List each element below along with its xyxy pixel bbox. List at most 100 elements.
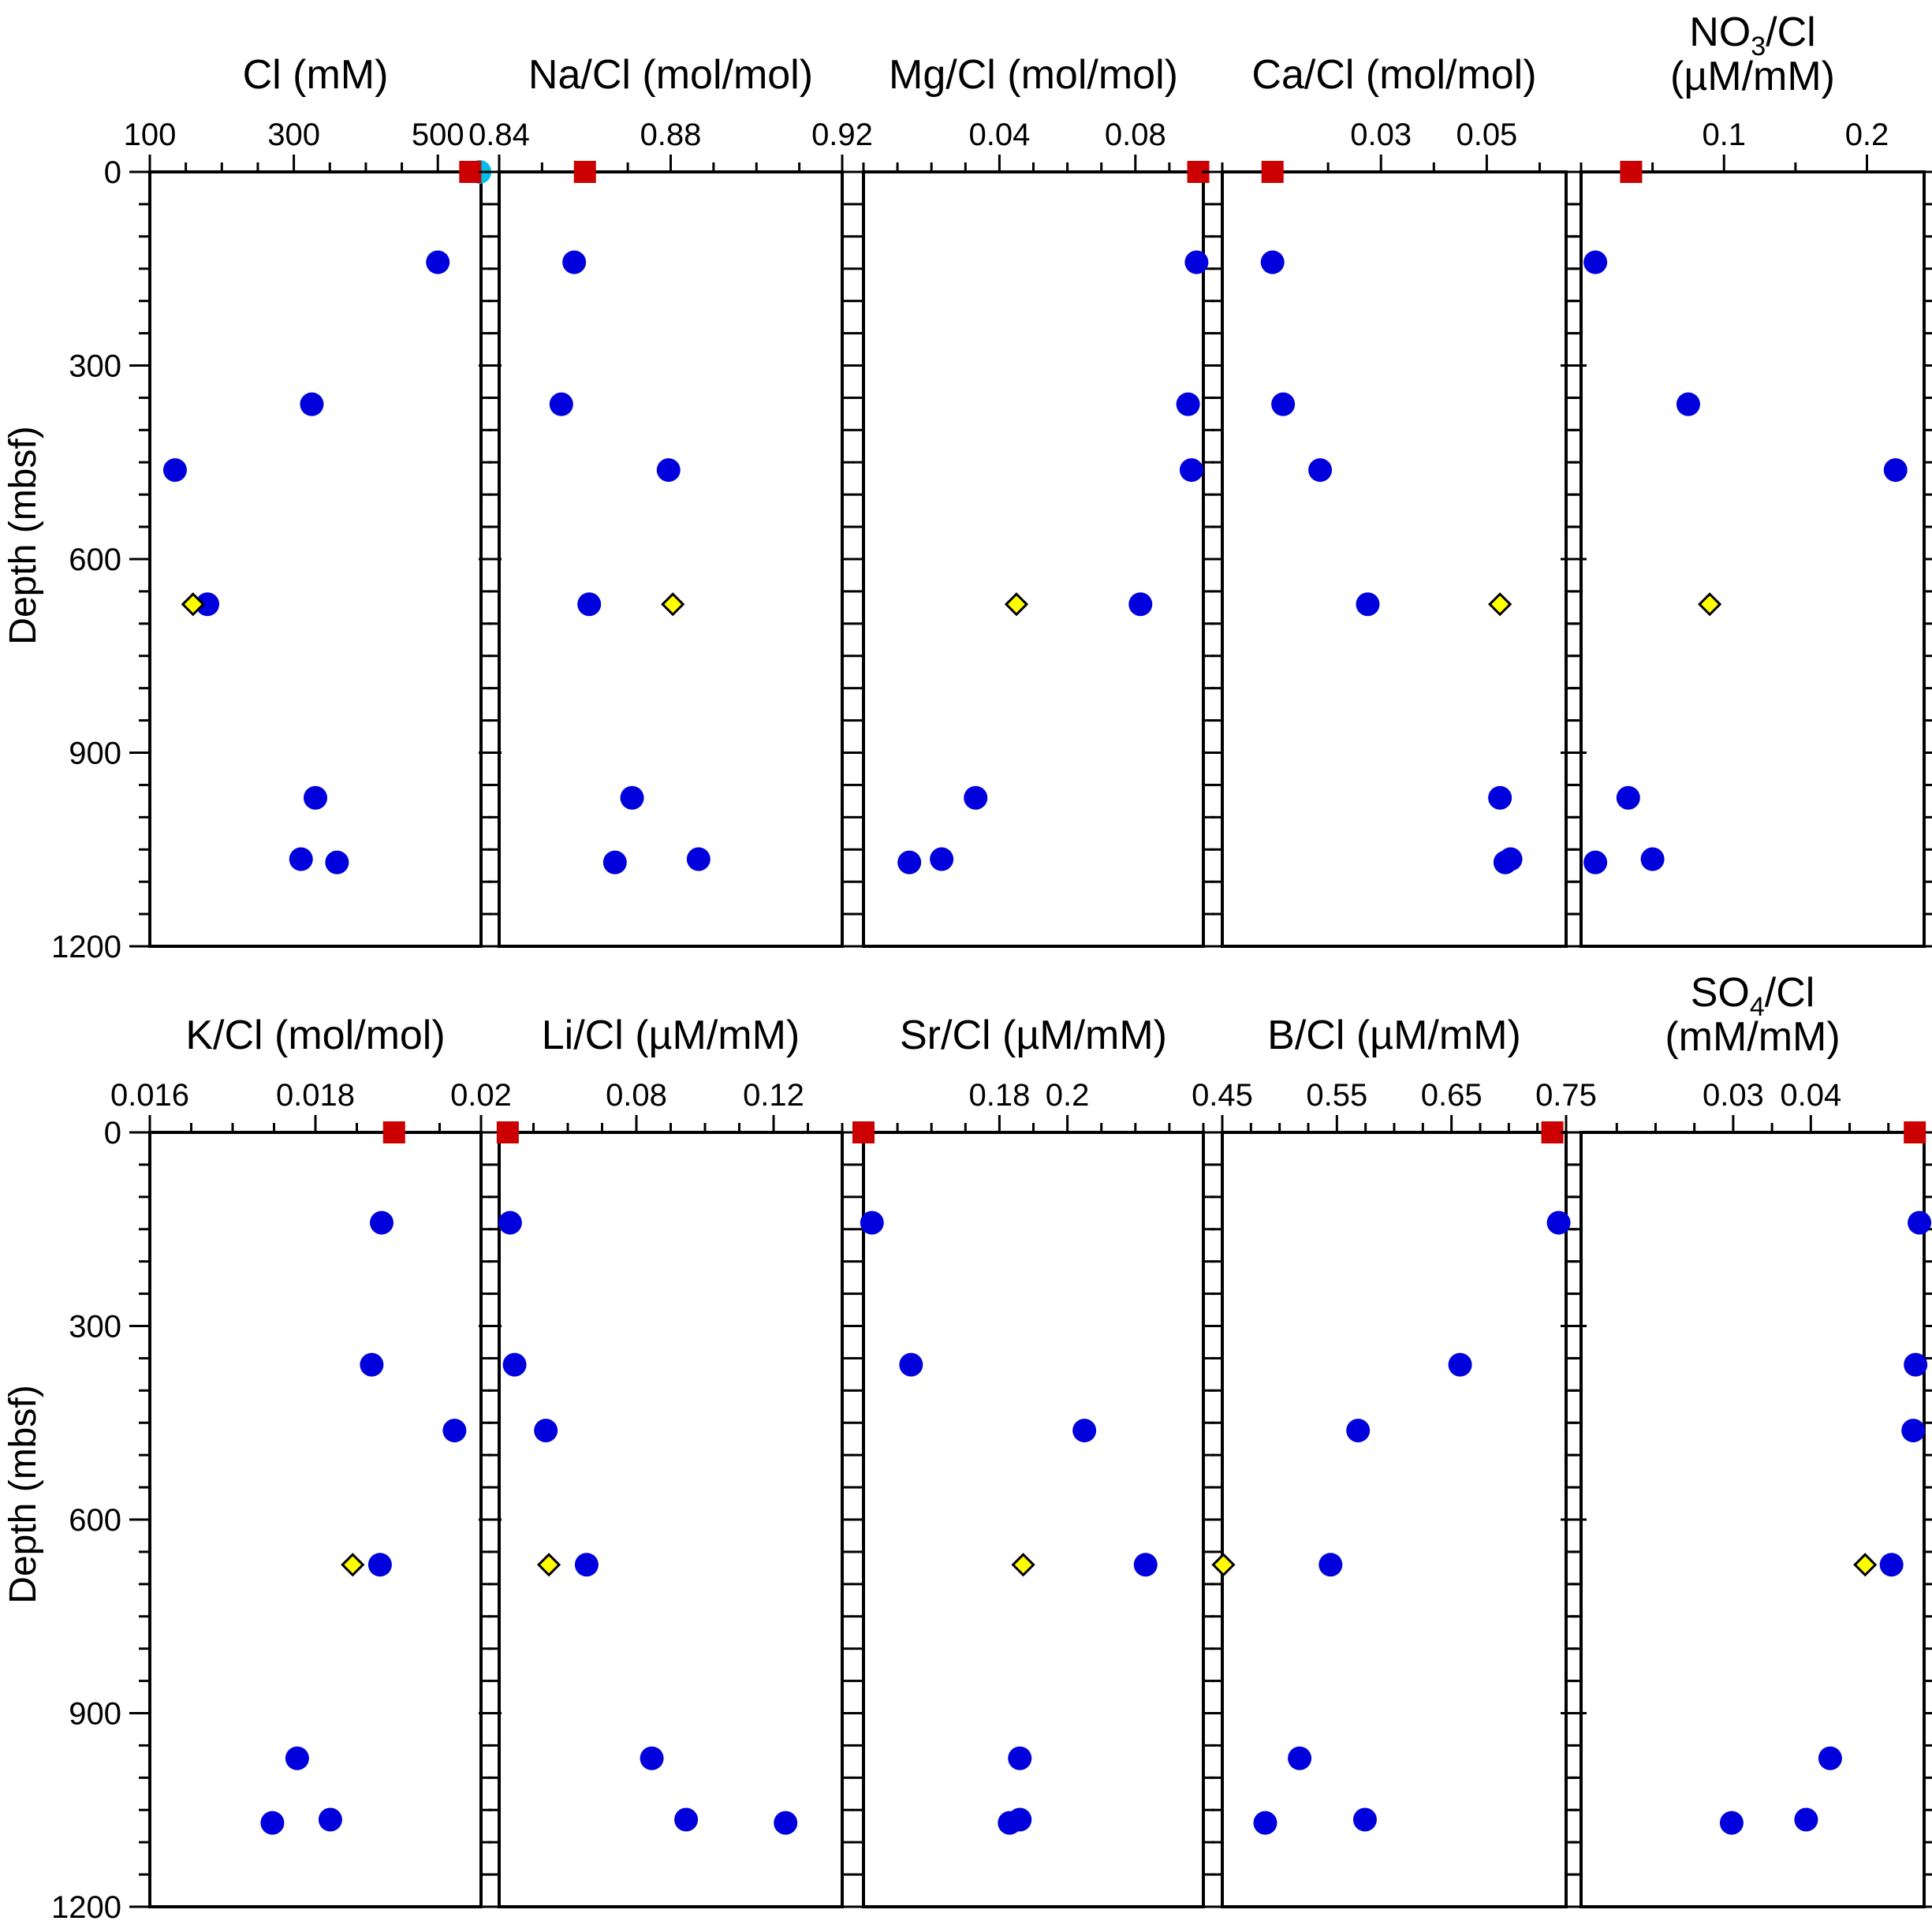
borehole-point-so4-cl xyxy=(1901,1419,1926,1443)
borehole-point-li-cl xyxy=(640,1746,664,1770)
borehole-point-no3-cl xyxy=(1583,250,1608,274)
borehole-point-no3-cl xyxy=(1583,850,1608,875)
panel-frame-ca-cl xyxy=(1221,170,1568,948)
x-tick-label-cl: 500 xyxy=(412,117,464,152)
panel-na-cl: 0.84 0.88 0.92 Na/Cl (mol/mol) xyxy=(468,52,873,948)
borehole-point-no3-cl xyxy=(1676,392,1700,416)
x-tick-label-li-cl: 0.08 xyxy=(606,1078,667,1113)
seawater-point-cl xyxy=(459,161,482,183)
panel-frame-mg-cl xyxy=(862,170,1205,948)
x-tick-label-na-cl: 0.84 xyxy=(468,117,530,152)
borehole-point-b-cl xyxy=(1318,1553,1343,1577)
borehole-point-na-cl xyxy=(549,392,573,416)
borehole-point-ca-cl xyxy=(1308,458,1333,483)
seawater-point-so4-cl xyxy=(1904,1121,1926,1143)
borehole-point-ca-cl xyxy=(1488,785,1512,810)
borehole-point-k-cl xyxy=(260,1811,285,1835)
x-tick-label-b-cl: 0.75 xyxy=(1535,1078,1597,1113)
x-tick-label-k-cl: 0.02 xyxy=(450,1078,512,1113)
x-tick-label-so4-cl: 0.03 xyxy=(1703,1078,1764,1113)
reference-point-no3-cl xyxy=(1698,592,1722,617)
panel-k-cl: 0.016 0.018 0.02 0 300 600 900 1200 K/Cl (mol/mo… xyxy=(51,1013,512,1925)
panel-cl: 100 300 500 0 300 600 900 1200 Cl (mM) xyxy=(51,52,502,964)
borehole-point-so4-cl xyxy=(1719,1811,1744,1835)
borehole-point-k-cl xyxy=(367,1553,392,1577)
y-axis-title-bottom: Depth (mbsf) xyxy=(2,1385,44,1603)
borehole-point-li-cl xyxy=(574,1553,599,1577)
seawater-point-ca-cl xyxy=(1261,161,1284,183)
x-tick-label-k-cl: 0.016 xyxy=(110,1078,189,1113)
borehole-point-sr-cl xyxy=(1008,1746,1032,1770)
panel-mg-cl: 0.04 0.08 Mg/Cl (mol/mol) xyxy=(843,52,1224,948)
panel-title-cl: Cl (mM) xyxy=(243,52,389,98)
borehole-point-na-cl xyxy=(656,458,681,483)
borehole-point-sr-cl xyxy=(1133,1553,1158,1577)
seawater-point-k-cl xyxy=(382,1121,405,1143)
borehole-point-mg-cl xyxy=(930,847,954,871)
borehole-point-li-cl xyxy=(498,1210,522,1235)
borehole-point-ca-cl xyxy=(1260,250,1285,274)
borehole-point-so4-cl xyxy=(1818,1746,1842,1770)
panel-title-no3-cl: NO3/Cl xyxy=(1689,9,1815,62)
y-tick-label: 600 xyxy=(69,543,121,577)
y-tick-label: 900 xyxy=(69,1697,121,1732)
panel-title-so4-cl: SO4/Cl xyxy=(1691,970,1815,1022)
borehole-point-k-cl xyxy=(318,1807,342,1832)
panel-b-cl: 0.45 0.55 0.65 0.75 B/Cl (µM/mM) xyxy=(1192,1013,1597,1908)
panel-frame-li-cl xyxy=(498,1131,844,1908)
borehole-point-b-cl xyxy=(1546,1210,1571,1235)
borehole-point-li-cl xyxy=(534,1419,558,1443)
x-tick-label-sr-cl: 0.2 xyxy=(1046,1078,1090,1113)
x-tick-label-b-cl: 0.45 xyxy=(1192,1078,1253,1113)
borehole-point-mg-cl xyxy=(1176,392,1200,416)
reference-point-na-cl xyxy=(661,592,685,617)
panel-title-sr-cl: Sr/Cl (µM/mM) xyxy=(900,1013,1167,1058)
x-tick-label-no3-cl: 0.2 xyxy=(1845,117,1889,152)
borehole-point-li-cl xyxy=(774,1811,798,1835)
borehole-point-na-cl xyxy=(686,847,711,871)
panel-title-na-cl: Na/Cl (mol/mol) xyxy=(528,52,813,98)
panel-so4-cl: 0.03 0.04 SO4/Cl(mM/mM) xyxy=(1561,970,1932,1908)
x-tick-label-cl: 100 xyxy=(124,117,177,152)
panel-no3-cl: 0.1 0.2 NO3/Cl(µM/mM) xyxy=(1561,9,1932,948)
borehole-point-so4-cl xyxy=(1904,1352,1928,1377)
borehole-point-mg-cl xyxy=(1184,250,1209,274)
borehole-point-b-cl xyxy=(1352,1807,1377,1832)
borehole-point-cl xyxy=(304,785,327,810)
borehole-point-ca-cl xyxy=(1356,592,1380,617)
panel-title-units-no3-cl: (µM/mM) xyxy=(1670,54,1835,99)
panel-frame-so4-cl xyxy=(1580,1131,1926,1908)
borehole-point-so4-cl xyxy=(1908,1210,1932,1235)
x-tick-label-no3-cl: 0.1 xyxy=(1702,117,1746,152)
panel-li-cl: 0.08 0.12 Li/Cl (µM/mM) xyxy=(479,1013,863,1908)
x-tick-label-ca-cl: 0.05 xyxy=(1456,117,1517,152)
reference-point-so4-cl xyxy=(1853,1553,1878,1577)
reference-point-sr-cl xyxy=(1011,1553,1035,1577)
borehole-point-mg-cl xyxy=(1179,458,1203,483)
y-tick-label: 900 xyxy=(69,737,121,771)
borehole-point-ca-cl xyxy=(1493,850,1517,875)
reference-point-mg-cl xyxy=(1004,592,1029,617)
reference-point-ca-cl xyxy=(1488,592,1512,617)
borehole-point-mg-cl xyxy=(1128,592,1153,617)
borehole-point-sr-cl xyxy=(860,1210,884,1235)
x-tick-label-k-cl: 0.018 xyxy=(276,1078,355,1113)
borehole-point-na-cl xyxy=(620,785,644,810)
seawater-point-no3-cl xyxy=(1620,161,1643,183)
borehole-point-ca-cl xyxy=(1271,392,1296,416)
y-tick-label: 1200 xyxy=(51,1890,121,1925)
reference-point-cl xyxy=(181,592,205,617)
borehole-point-cl xyxy=(426,250,450,274)
y-tick-label: 0 xyxy=(104,155,121,190)
borehole-point-b-cl xyxy=(1448,1352,1472,1377)
borehole-point-b-cl xyxy=(1253,1811,1277,1835)
borehole-point-sr-cl xyxy=(998,1811,1022,1835)
x-tick-label-cl: 300 xyxy=(267,117,320,152)
panel-title-ca-cl: Ca/Cl (mol/mol) xyxy=(1251,52,1536,98)
x-tick-label-ca-cl: 0.03 xyxy=(1350,117,1412,152)
borehole-point-no3-cl xyxy=(1883,458,1908,483)
borehole-point-na-cl xyxy=(562,250,587,274)
borehole-point-mg-cl xyxy=(964,785,988,810)
x-tick-label-b-cl: 0.65 xyxy=(1421,1078,1483,1113)
